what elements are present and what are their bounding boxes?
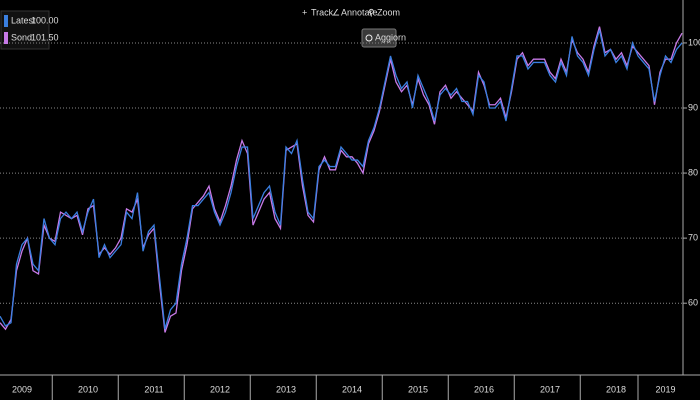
x-tick-label: 2018 (606, 384, 626, 394)
annotate-icon: ∠ (332, 7, 340, 17)
legend-label: Sond (11, 32, 32, 42)
y-tick-label: 70 (688, 233, 698, 243)
y-tick-label: 100 (688, 37, 700, 47)
track-icon: + (302, 7, 307, 17)
legend-value: 101.50 (31, 32, 59, 42)
series-line (0, 29, 683, 330)
legend-swatch (4, 15, 8, 27)
x-tick-label: 2012 (210, 384, 230, 394)
x-tick-label: 2009 (12, 384, 32, 394)
x-tick-label: 2019 (655, 384, 675, 394)
toolbar-item[interactable]: Track (311, 7, 334, 17)
y-tick-label: 90 (688, 102, 698, 112)
x-tick-label: 2011 (144, 384, 163, 394)
x-tick-label: 2015 (408, 384, 428, 394)
refresh-label[interactable]: Aggiorn (375, 32, 406, 42)
legend-box (0, 10, 50, 50)
legend-swatch (4, 32, 8, 44)
x-tick-label: 2016 (474, 384, 494, 394)
y-tick-label: 60 (688, 298, 698, 308)
x-tick-label: 2014 (342, 384, 362, 394)
legend-label: Latest (11, 15, 36, 25)
refresh-icon (365, 34, 373, 42)
zoom-icon: ⚲ (368, 7, 375, 17)
toolbar-item[interactable]: Annotare (341, 7, 378, 17)
x-tick-label: 2017 (540, 384, 560, 394)
toolbar-item[interactable]: Zoom (377, 7, 400, 17)
y-tick-label: 80 (688, 167, 698, 177)
x-tick-label: 2013 (276, 384, 296, 394)
legend-value: 100.00 (31, 15, 59, 25)
x-tick-label: 2010 (78, 384, 98, 394)
